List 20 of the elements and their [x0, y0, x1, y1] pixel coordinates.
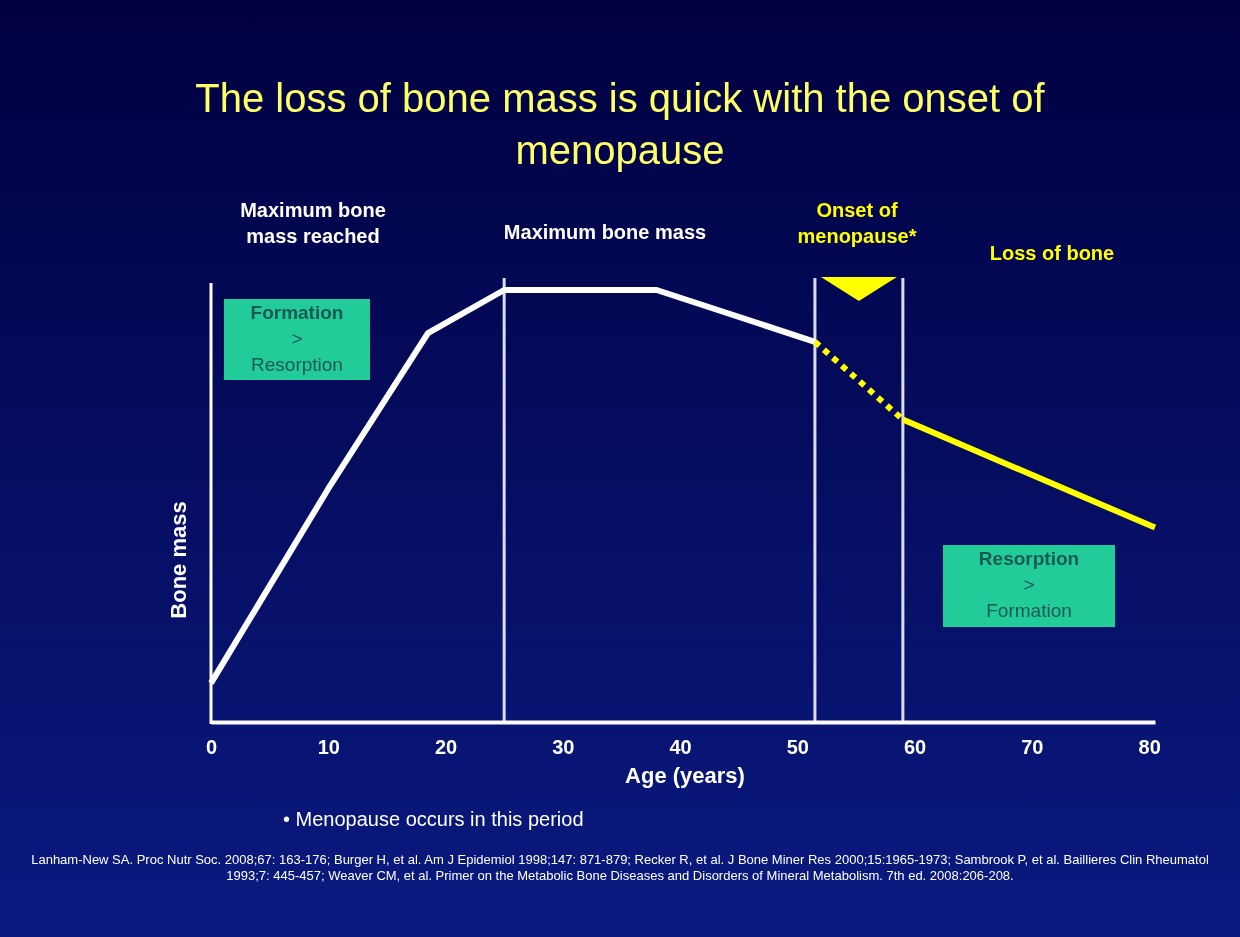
x-tick-label: 20 [434, 736, 458, 759]
x-tick-label: 10 [317, 736, 340, 759]
x-tick-label: 70 [1021, 736, 1044, 759]
x-tick-label: 30 [552, 736, 575, 759]
text: Onset of menopause* [797, 199, 917, 247]
x-axis-title: Age (years) [625, 763, 745, 788]
text: • Menopause occurs in this period [283, 808, 584, 830]
annotation: Formation > Resorption [250, 302, 344, 375]
text: Lanham-New SA. Proc Nutr Soc. 2008;67: 163-176; Burger H, et al. Am J Epidemiol 1998;147: 871-879; Recker R, et al. J Bone Miner Res 2000;15:1965-1973; Sambrook P, et al. Baillieres Clin Rheumatol 1993;7: 445-457; Weaver CM, et al. Primer on the Metabolic Bone Diseases and Disorders of Mineral Metabolism. 7th ed. 2008:206-208. [30, 852, 1210, 884]
text: Maximum bone mass reached [240, 199, 386, 247]
x-tick-label: 40 [669, 736, 692, 759]
chart-title: The loss of bone mass is quick with the onset of menopause [195, 76, 1046, 172]
y-axis-title: Bone mass [166, 501, 191, 619]
x-tick-label: 60 [903, 736, 927, 759]
x-tick-label: 0 [205, 736, 218, 759]
text: Loss of bone [989, 242, 1115, 264]
text: Maximum bone mass [503, 221, 707, 243]
x-tick-label: 80 [1138, 736, 1161, 759]
x-tick-label: 50 [786, 736, 809, 759]
annotation: Resorption > Formation [978, 548, 1080, 621]
